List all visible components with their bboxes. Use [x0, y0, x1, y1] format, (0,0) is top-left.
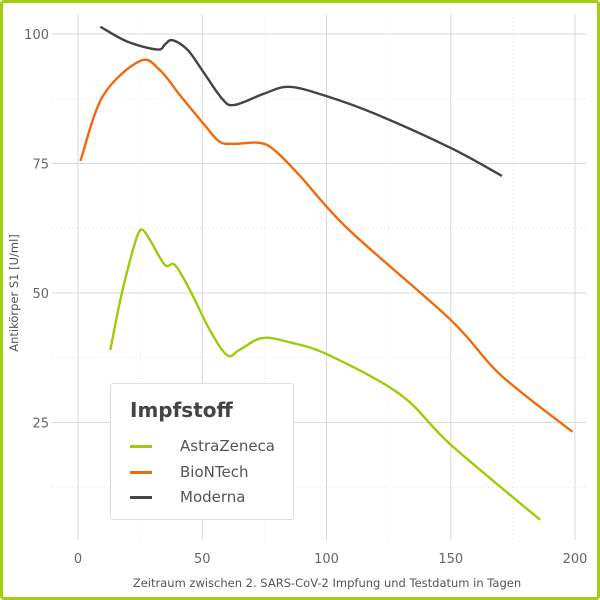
series-line-moderna [99, 25, 503, 177]
x-tick-label: 150 [438, 552, 463, 567]
legend-item-astrazeneca: AstraZeneca [130, 434, 275, 458]
series-line-astrazeneca [109, 228, 541, 521]
tick-labels: 0 50 100 150 200 25 50 75 100 [24, 28, 587, 567]
y-tick-label: 75 [32, 158, 49, 173]
series-lines [79, 25, 574, 521]
series-line-biontech [79, 58, 574, 433]
x-tick-label: 0 [74, 552, 82, 567]
x-tick-label: 200 [563, 552, 588, 567]
legend-label: Moderna [180, 488, 246, 506]
y-tick-label: 25 [32, 417, 49, 432]
legend-swatch [130, 444, 152, 448]
legend-swatch [130, 470, 152, 474]
legend-swatch [130, 495, 152, 499]
x-axis-label: Zeitraum zwischen 2. SARS-CoV-2 Impfung … [133, 576, 521, 590]
y-axis-label: Antikörper S1 [U/ml] [7, 234, 21, 352]
x-tick-label: 100 [314, 552, 339, 567]
legend-item-moderna: Moderna [130, 485, 245, 509]
legend-item-biontech: BioNTech [130, 460, 248, 484]
y-tick-label: 100 [24, 28, 49, 43]
legend-label: AstraZeneca [180, 437, 275, 455]
legend-label: BioNTech [180, 463, 249, 481]
y-tick-label: 50 [32, 287, 49, 302]
x-tick-label: 50 [194, 552, 211, 567]
legend: Impfstoff AstraZeneca BioNTech Moderna [110, 383, 294, 520]
legend-title: Impfstoff [130, 398, 233, 422]
